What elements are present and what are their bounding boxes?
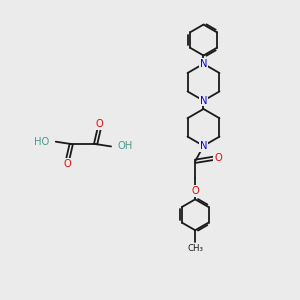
Text: O: O bbox=[64, 159, 71, 169]
Text: N: N bbox=[200, 96, 207, 106]
Text: CH₃: CH₃ bbox=[187, 244, 203, 253]
Text: OH: OH bbox=[118, 141, 133, 152]
Text: N: N bbox=[200, 141, 207, 151]
Text: N: N bbox=[200, 59, 207, 69]
Text: N: N bbox=[200, 59, 207, 69]
Text: O: O bbox=[95, 119, 103, 129]
Text: O: O bbox=[191, 186, 199, 196]
Text: HO: HO bbox=[34, 137, 49, 147]
Text: O: O bbox=[214, 153, 222, 163]
